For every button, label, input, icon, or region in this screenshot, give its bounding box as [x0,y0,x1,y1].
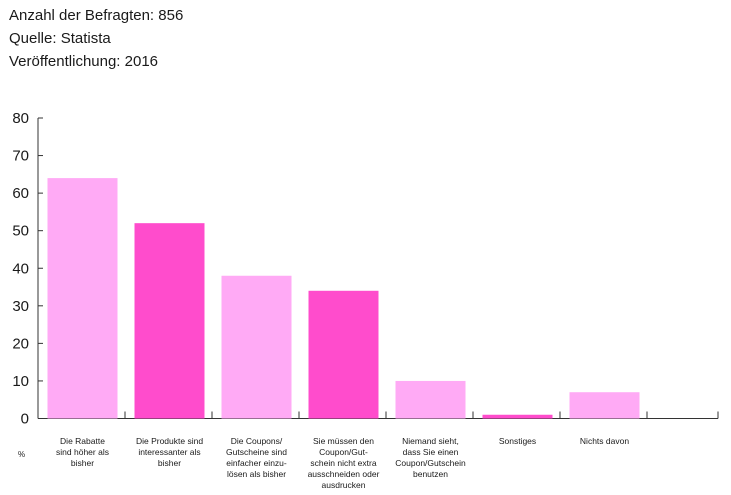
bar [47,178,118,419]
respondents-count: Anzahl der Befragten: 856 [9,7,184,24]
x-category-label: Sie müssen den Coupon/Gut-schein nicht ex… [308,436,380,490]
x-category-label: Die Rabatte sind höher als bisher [56,436,109,468]
bar [308,290,379,419]
y-tick-label: 70 [12,148,29,165]
bar [395,380,466,419]
x-category-label: Niemand sieht, dass Sie einen Coupon/Gutsc… [395,436,466,479]
y-tick-label: 50 [12,223,29,240]
bar [569,392,640,419]
bar [221,275,292,419]
y-tick-label: 60 [12,185,29,202]
bar [482,414,553,419]
x-category-label: Die Coupons/Gutscheine sind einfacher ein… [226,436,287,479]
y-tick-label: 80 [12,110,29,127]
y-tick-label: 30 [12,298,29,315]
y-tick-label: 20 [12,335,29,352]
x-category-label: Sonstiges [499,436,536,446]
x-category-label: Die Produkte sind interessanter als bisher [136,436,203,468]
bar-series [47,178,640,419]
bar [134,223,205,419]
y-tick-label: 10 [12,373,29,390]
y-tick-label: 0 [21,411,29,428]
y-axis-unit-label: % [18,450,25,459]
y-axis-ticks: 0 10 20 30 40 50 60 70 80 [12,110,719,428]
chart-metadata: Anzahl der Befragten: 856 Quelle: Statis… [9,4,183,73]
source-label: Quelle: Statista [9,30,111,47]
y-tick-label: 40 [12,260,29,277]
x-category-label: Nichts davon [580,436,629,446]
x-axis-labels: Die Rabatte sind höher als bisher Die Produ… [56,436,629,490]
publication-year: Veröffentlichung: 2016 [9,53,159,70]
